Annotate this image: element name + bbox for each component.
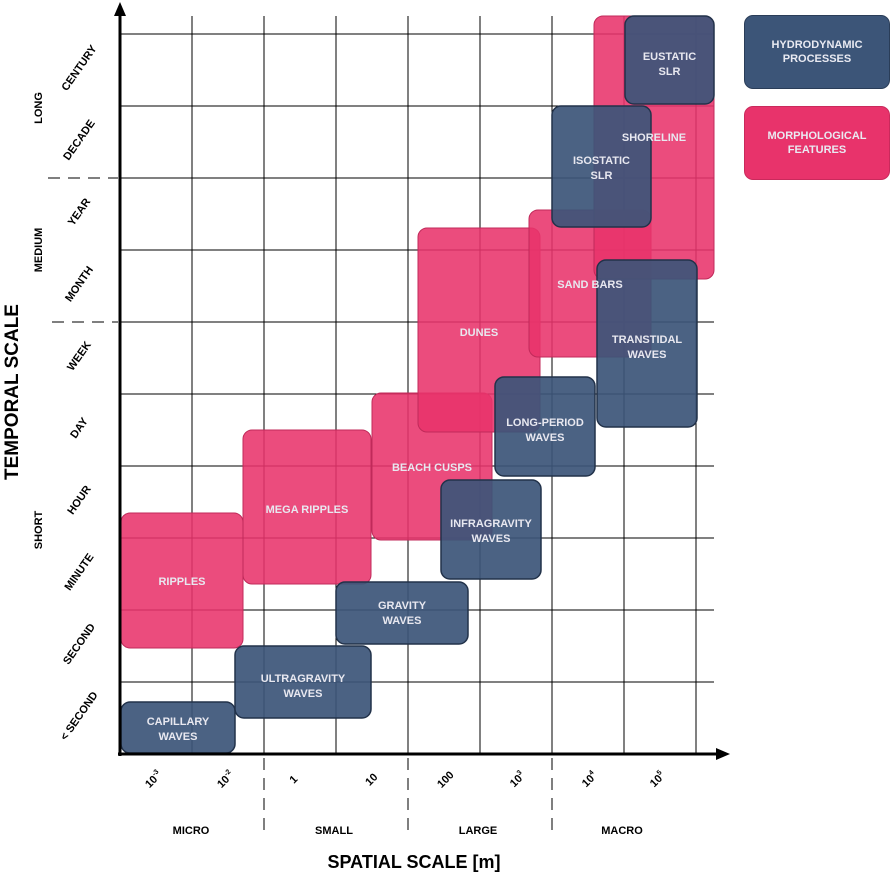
hydro-box-isostatic-slr (551, 105, 652, 228)
y-tick-label: WEEK (65, 339, 94, 373)
x-tick-base: 100 (435, 769, 456, 790)
x-tick-label: 103 (507, 769, 528, 790)
x-tick-base: 10 (143, 774, 160, 791)
y-tick-label: MINUTE (63, 552, 97, 593)
legend-hydro-line1: HYDRODYNAMIC (771, 39, 863, 51)
legend-hydrodynamic-processes: HYDRODYNAMIC PROCESSES (744, 15, 890, 89)
morph-label: BEACH CUSPS (392, 462, 472, 474)
hydro-box-long-period-waves (494, 376, 596, 477)
x-tick-base: 10 (363, 771, 380, 788)
hydro-label: CAPILLARY (147, 716, 210, 728)
hydro-label: LONG-PERIOD (506, 417, 584, 429)
y-group-label: MEDIUM (33, 228, 45, 273)
y-tick-label: DAY (68, 415, 91, 441)
legend-morphological-features: MORPHOLOGICAL FEATURES (744, 106, 890, 180)
x-tick-label: 100 (435, 769, 456, 790)
x-tick-base: 10 (215, 774, 232, 791)
y-axis-arrow (114, 2, 126, 16)
hydro-label: ISOSTATIC (573, 155, 630, 167)
y-tick-label: HOUR (65, 484, 93, 517)
legend-morph-line2: FEATURES (787, 144, 847, 156)
y-tick-label: YEAR (66, 196, 93, 228)
hydro-label: SLR (659, 66, 681, 78)
hydro-label: SLR (591, 170, 613, 182)
hydro-box-ultragravity-waves (234, 645, 372, 719)
x-tick-exponent: -3 (151, 768, 160, 777)
legend-hydro-line2: PROCESSES (782, 53, 852, 65)
y-axis-title: TEMPORAL SCALE (2, 304, 23, 480)
x-tick-exponent: 5 (656, 769, 664, 777)
x-tick-base: 10 (508, 773, 525, 790)
y-group-label: SHORT (33, 510, 45, 549)
x-tick-exponent: -2 (223, 768, 232, 777)
hydro-box-eustatic-slr (624, 15, 715, 105)
x-tick-label: 104 (579, 769, 600, 790)
x-tick-label: 10-3 (142, 768, 164, 790)
hydro-label: INFRAGRAVITY (450, 518, 532, 530)
feature-boxes: RIPPLES MEGA RIPPLES BEACH CUSPS DUNES SAND … (120, 15, 715, 754)
hydro-box-infragravity-waves (440, 479, 542, 580)
y-tick-label: CENTURY (59, 43, 99, 94)
x-group-label: MACRO (601, 825, 643, 837)
x-group-label: LARGE (459, 825, 498, 837)
y-tick-label: < SECOND (58, 690, 100, 743)
x-tick-base: 10 (648, 773, 665, 790)
x-axis-title: SPATIAL SCALE [m] (327, 852, 500, 872)
axes (48, 2, 730, 830)
x-tick-exponent: 4 (588, 769, 596, 777)
morph-box-mega-ripples (242, 429, 372, 585)
legend-morph-line1: MORPHOLOGICAL (767, 130, 867, 142)
hydro-label: WAVES (383, 615, 422, 627)
hydro-box-gravity-waves (335, 581, 469, 645)
morph-label: RIPPLES (158, 576, 205, 588)
y-group-label: LONG (33, 92, 45, 124)
morph-label: DUNES (460, 327, 499, 339)
x-axis-arrow (716, 748, 730, 760)
morph-label: SHORELINE (622, 132, 686, 144)
y-tick-label: SECOND (61, 622, 98, 667)
x-tick-base: 10 (580, 773, 597, 790)
x-group-label: SMALL (315, 825, 353, 837)
hydro-label: WAVES (472, 533, 511, 545)
morph-label: MEGA RIPPLES (266, 504, 349, 516)
x-tick-label: 105 (647, 769, 668, 790)
morph-label: SAND BARS (557, 279, 622, 291)
x-tick-exponent: 3 (516, 769, 524, 777)
hydro-label: TRANSTIDAL (612, 334, 683, 346)
y-tick-label: MONTH (63, 264, 96, 304)
y-tick-label: DECADE (61, 118, 97, 163)
hydro-label: WAVES (284, 688, 323, 700)
hydro-label: EUSTATIC (643, 51, 696, 63)
hydro-box-transtidal-waves (596, 259, 698, 428)
hydro-label: ULTRAGRAVITY (261, 673, 346, 685)
hydro-label: WAVES (526, 432, 565, 444)
hydro-label: GRAVITY (378, 600, 427, 612)
x-tick-label: 1 (287, 773, 300, 786)
hydro-label: WAVES (159, 731, 198, 743)
x-group-label: MICRO (173, 825, 210, 837)
x-tick-base: 1 (287, 773, 300, 786)
x-tick-label: 10-2 (214, 768, 236, 790)
x-tick-label: 10 (363, 771, 380, 788)
hydro-label: WAVES (628, 349, 667, 361)
